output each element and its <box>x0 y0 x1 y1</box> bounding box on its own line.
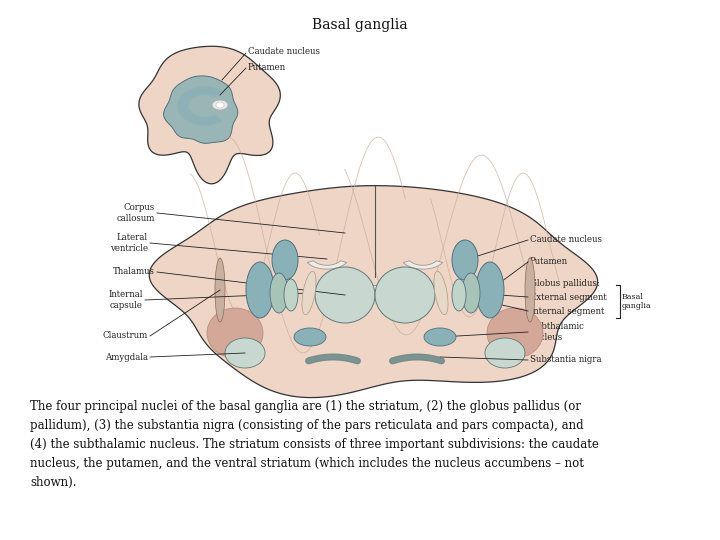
Text: The four principal nuclei of the basal ganglia are (1) the striatum, (2) the glo: The four principal nuclei of the basal g… <box>30 400 599 489</box>
Text: Substantia nigra: Substantia nigra <box>530 355 601 364</box>
Text: Basal ganglia: Basal ganglia <box>312 18 408 32</box>
Text: Putamen: Putamen <box>530 258 568 267</box>
Text: Putamen: Putamen <box>248 63 286 71</box>
Ellipse shape <box>215 258 225 322</box>
Ellipse shape <box>452 279 466 311</box>
Ellipse shape <box>294 328 326 346</box>
Polygon shape <box>163 76 238 143</box>
Polygon shape <box>307 261 346 269</box>
Ellipse shape <box>315 267 375 323</box>
Text: Globus pallidus:: Globus pallidus: <box>530 279 600 287</box>
Polygon shape <box>403 261 443 269</box>
Text: Internal segment: Internal segment <box>530 307 604 315</box>
Text: Basal
ganglia: Basal ganglia <box>622 293 652 310</box>
Ellipse shape <box>375 267 435 323</box>
Text: Caudate nucleus: Caudate nucleus <box>530 235 602 245</box>
Text: Caudate nucleus: Caudate nucleus <box>248 48 320 57</box>
Ellipse shape <box>302 271 316 315</box>
Ellipse shape <box>487 308 543 358</box>
Ellipse shape <box>476 262 504 318</box>
Text: Corpus
callosum: Corpus callosum <box>117 203 155 222</box>
Ellipse shape <box>452 240 478 280</box>
Ellipse shape <box>485 338 525 368</box>
Ellipse shape <box>207 308 263 358</box>
Ellipse shape <box>246 262 274 318</box>
Text: Claustrum: Claustrum <box>103 332 148 341</box>
Ellipse shape <box>424 328 456 346</box>
Ellipse shape <box>284 279 298 311</box>
Text: Amygdala: Amygdala <box>105 353 148 361</box>
Ellipse shape <box>434 271 448 315</box>
Text: Subthalamic
nucleus: Subthalamic nucleus <box>530 322 584 342</box>
Text: Internal
capsule: Internal capsule <box>109 291 143 310</box>
Ellipse shape <box>225 338 265 368</box>
Text: Lateral
ventricle: Lateral ventricle <box>110 233 148 253</box>
Polygon shape <box>149 186 598 397</box>
Ellipse shape <box>212 100 228 110</box>
Polygon shape <box>139 46 280 184</box>
Polygon shape <box>339 275 411 291</box>
Text: External segment: External segment <box>530 293 607 301</box>
Ellipse shape <box>462 273 480 313</box>
Ellipse shape <box>272 240 298 280</box>
Ellipse shape <box>216 102 224 108</box>
Ellipse shape <box>525 258 535 322</box>
Text: Thalamus: Thalamus <box>113 267 155 276</box>
Ellipse shape <box>270 273 288 313</box>
